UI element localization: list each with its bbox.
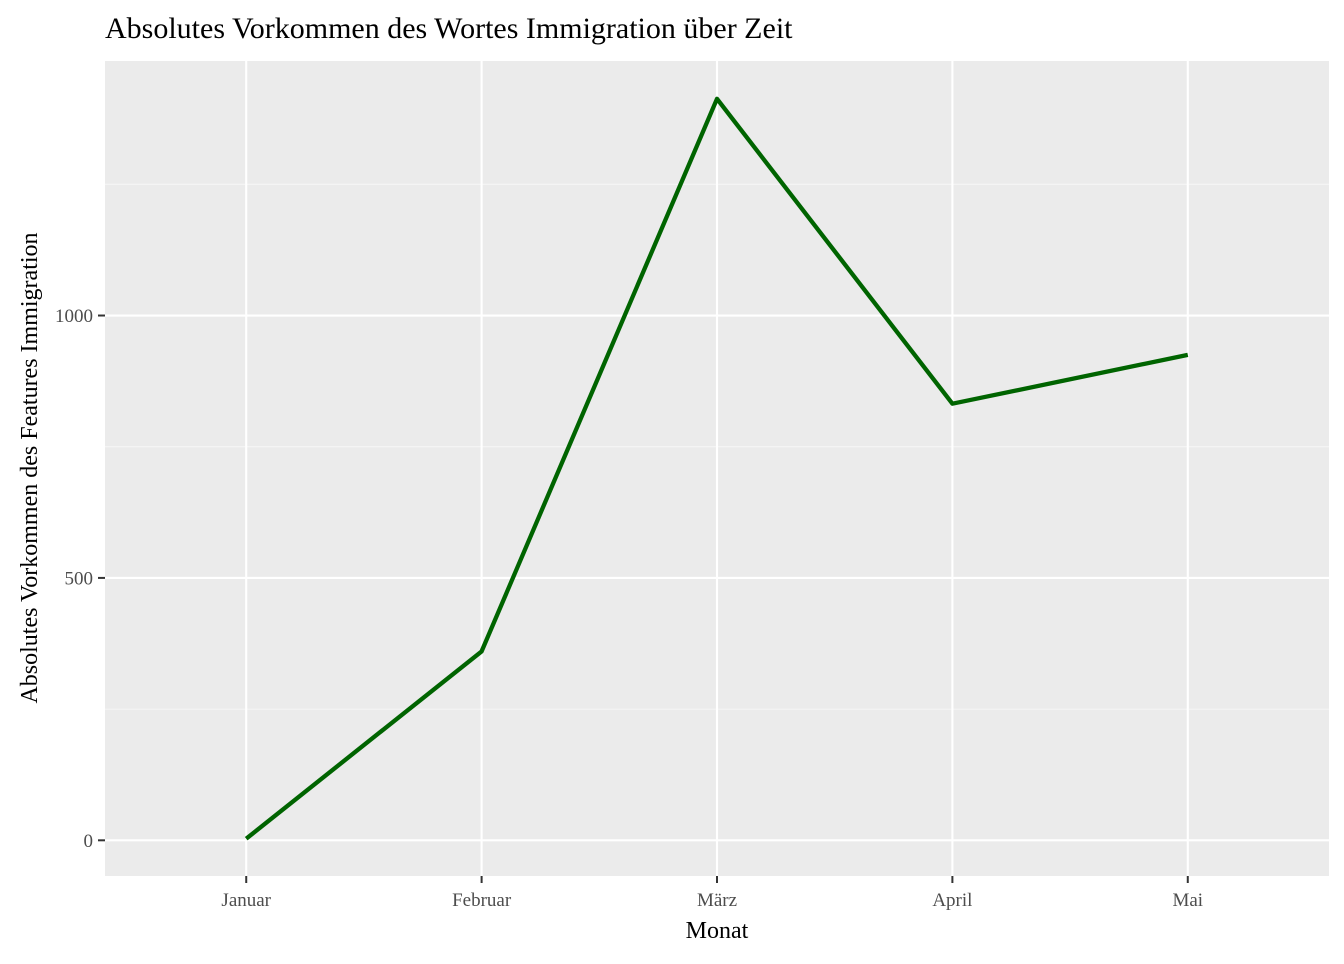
chart-title: Absolutes Vorkommen des Wortes Immigrati… [105, 12, 793, 45]
x-axis-tick-labels: Januar Februar März April Mai [221, 890, 1203, 911]
x-tick-label: Januar [221, 890, 271, 911]
x-tick-label: Mai [1172, 890, 1203, 911]
y-axis-tick-labels: 0 500 1000 [55, 306, 93, 852]
x-axis-title: Monat [686, 918, 749, 944]
y-axis-title: Absolutes Vorkommen des Features Immigra… [17, 232, 43, 703]
y-tick-label: 1000 [55, 306, 93, 327]
x-tick-label: März [697, 890, 737, 911]
x-tick-label: Februar [452, 890, 512, 911]
y-tick-label: 0 [84, 831, 94, 852]
x-tick-label: April [932, 890, 972, 911]
y-tick-label: 500 [65, 568, 94, 589]
